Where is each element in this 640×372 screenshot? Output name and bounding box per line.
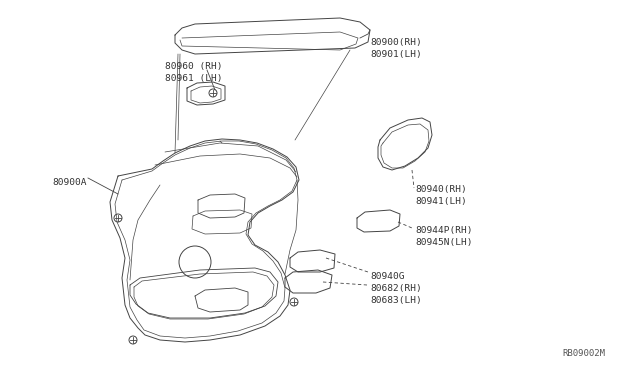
Text: 80961 (LH): 80961 (LH) <box>165 74 223 83</box>
Text: 80944P(RH): 80944P(RH) <box>415 226 472 235</box>
Text: 80682(RH): 80682(RH) <box>370 284 422 293</box>
Text: 80960 (RH): 80960 (RH) <box>165 62 223 71</box>
Text: 80900(RH): 80900(RH) <box>370 38 422 47</box>
Text: 80683(LH): 80683(LH) <box>370 296 422 305</box>
Text: 80940(RH): 80940(RH) <box>415 185 467 194</box>
Text: 80945N(LH): 80945N(LH) <box>415 238 472 247</box>
Text: 80900A: 80900A <box>52 178 86 187</box>
Text: 80901(LH): 80901(LH) <box>370 50 422 59</box>
Text: 80941(LH): 80941(LH) <box>415 197 467 206</box>
Text: 80940G: 80940G <box>370 272 404 281</box>
Text: RB09002M: RB09002M <box>562 349 605 358</box>
